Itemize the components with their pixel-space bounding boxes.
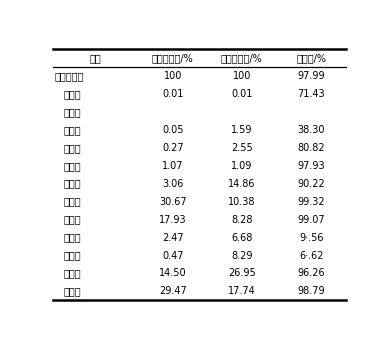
Text: 90.22: 90.22 — [298, 179, 325, 189]
Text: 38.30: 38.30 — [298, 125, 325, 135]
Text: 0.27: 0.27 — [162, 143, 184, 153]
Text: 福清市: 福清市 — [64, 268, 82, 278]
Text: 30.67: 30.67 — [159, 197, 186, 207]
Text: 9·.56: 9·.56 — [299, 233, 324, 242]
Text: 0.47: 0.47 — [162, 251, 184, 261]
Text: 14.50: 14.50 — [159, 268, 186, 278]
Text: 6·.62: 6·.62 — [299, 251, 324, 261]
Text: 99.32: 99.32 — [298, 197, 325, 207]
Text: 仓山区: 仓山区 — [64, 125, 82, 135]
Text: 1.59: 1.59 — [231, 125, 252, 135]
Text: 99.07: 99.07 — [298, 214, 325, 225]
Text: 排放量占比/%: 排放量占比/% — [221, 53, 262, 63]
Text: 10.38: 10.38 — [228, 197, 255, 207]
Text: 0.01: 0.01 — [162, 89, 183, 99]
Text: 100: 100 — [232, 71, 251, 81]
Text: 去除率/%: 去除率/% — [296, 53, 326, 63]
Text: 0.05: 0.05 — [162, 125, 184, 135]
Text: 80.82: 80.82 — [298, 143, 325, 153]
Text: 产生量占比/%: 产生量占比/% — [152, 53, 193, 63]
Text: 2.47: 2.47 — [162, 233, 184, 242]
Text: 8.28: 8.28 — [231, 214, 252, 225]
Text: 连江县: 连江县 — [64, 197, 82, 207]
Text: 14.86: 14.86 — [228, 179, 255, 189]
Text: 鼓楼区: 鼓楼区 — [64, 89, 82, 99]
Text: 2.55: 2.55 — [231, 143, 253, 153]
Text: 晋安区: 晋安区 — [64, 161, 82, 171]
Text: 29.47: 29.47 — [159, 287, 187, 297]
Text: 17.74: 17.74 — [228, 287, 255, 297]
Text: 0.01: 0.01 — [231, 89, 252, 99]
Text: 1.09: 1.09 — [231, 161, 252, 171]
Text: 长乐区: 长乐区 — [64, 287, 82, 297]
Text: 71.43: 71.43 — [298, 89, 325, 99]
Text: 6.68: 6.68 — [231, 233, 252, 242]
Text: 8.29: 8.29 — [231, 251, 252, 261]
Text: 97.93: 97.93 — [298, 161, 325, 171]
Text: 永泰县: 永泰县 — [64, 251, 82, 261]
Text: 闽清县: 闽清县 — [64, 233, 82, 242]
Text: 17.93: 17.93 — [159, 214, 186, 225]
Text: 马尾区: 马尾区 — [64, 143, 82, 153]
Text: 98.79: 98.79 — [298, 287, 325, 297]
Text: 地区: 地区 — [90, 53, 102, 63]
Text: 97.99: 97.99 — [298, 71, 325, 81]
Text: 100: 100 — [163, 71, 182, 81]
Text: 福州市合计: 福州市合计 — [55, 71, 84, 81]
Text: 罗源县: 罗源县 — [64, 214, 82, 225]
Text: 台江区: 台江区 — [64, 107, 82, 117]
Text: 1.07: 1.07 — [162, 161, 184, 171]
Text: 3.06: 3.06 — [162, 179, 183, 189]
Text: 96.26: 96.26 — [298, 268, 325, 278]
Text: 26.95: 26.95 — [228, 268, 255, 278]
Text: 闽侯县: 闽侯县 — [64, 179, 82, 189]
